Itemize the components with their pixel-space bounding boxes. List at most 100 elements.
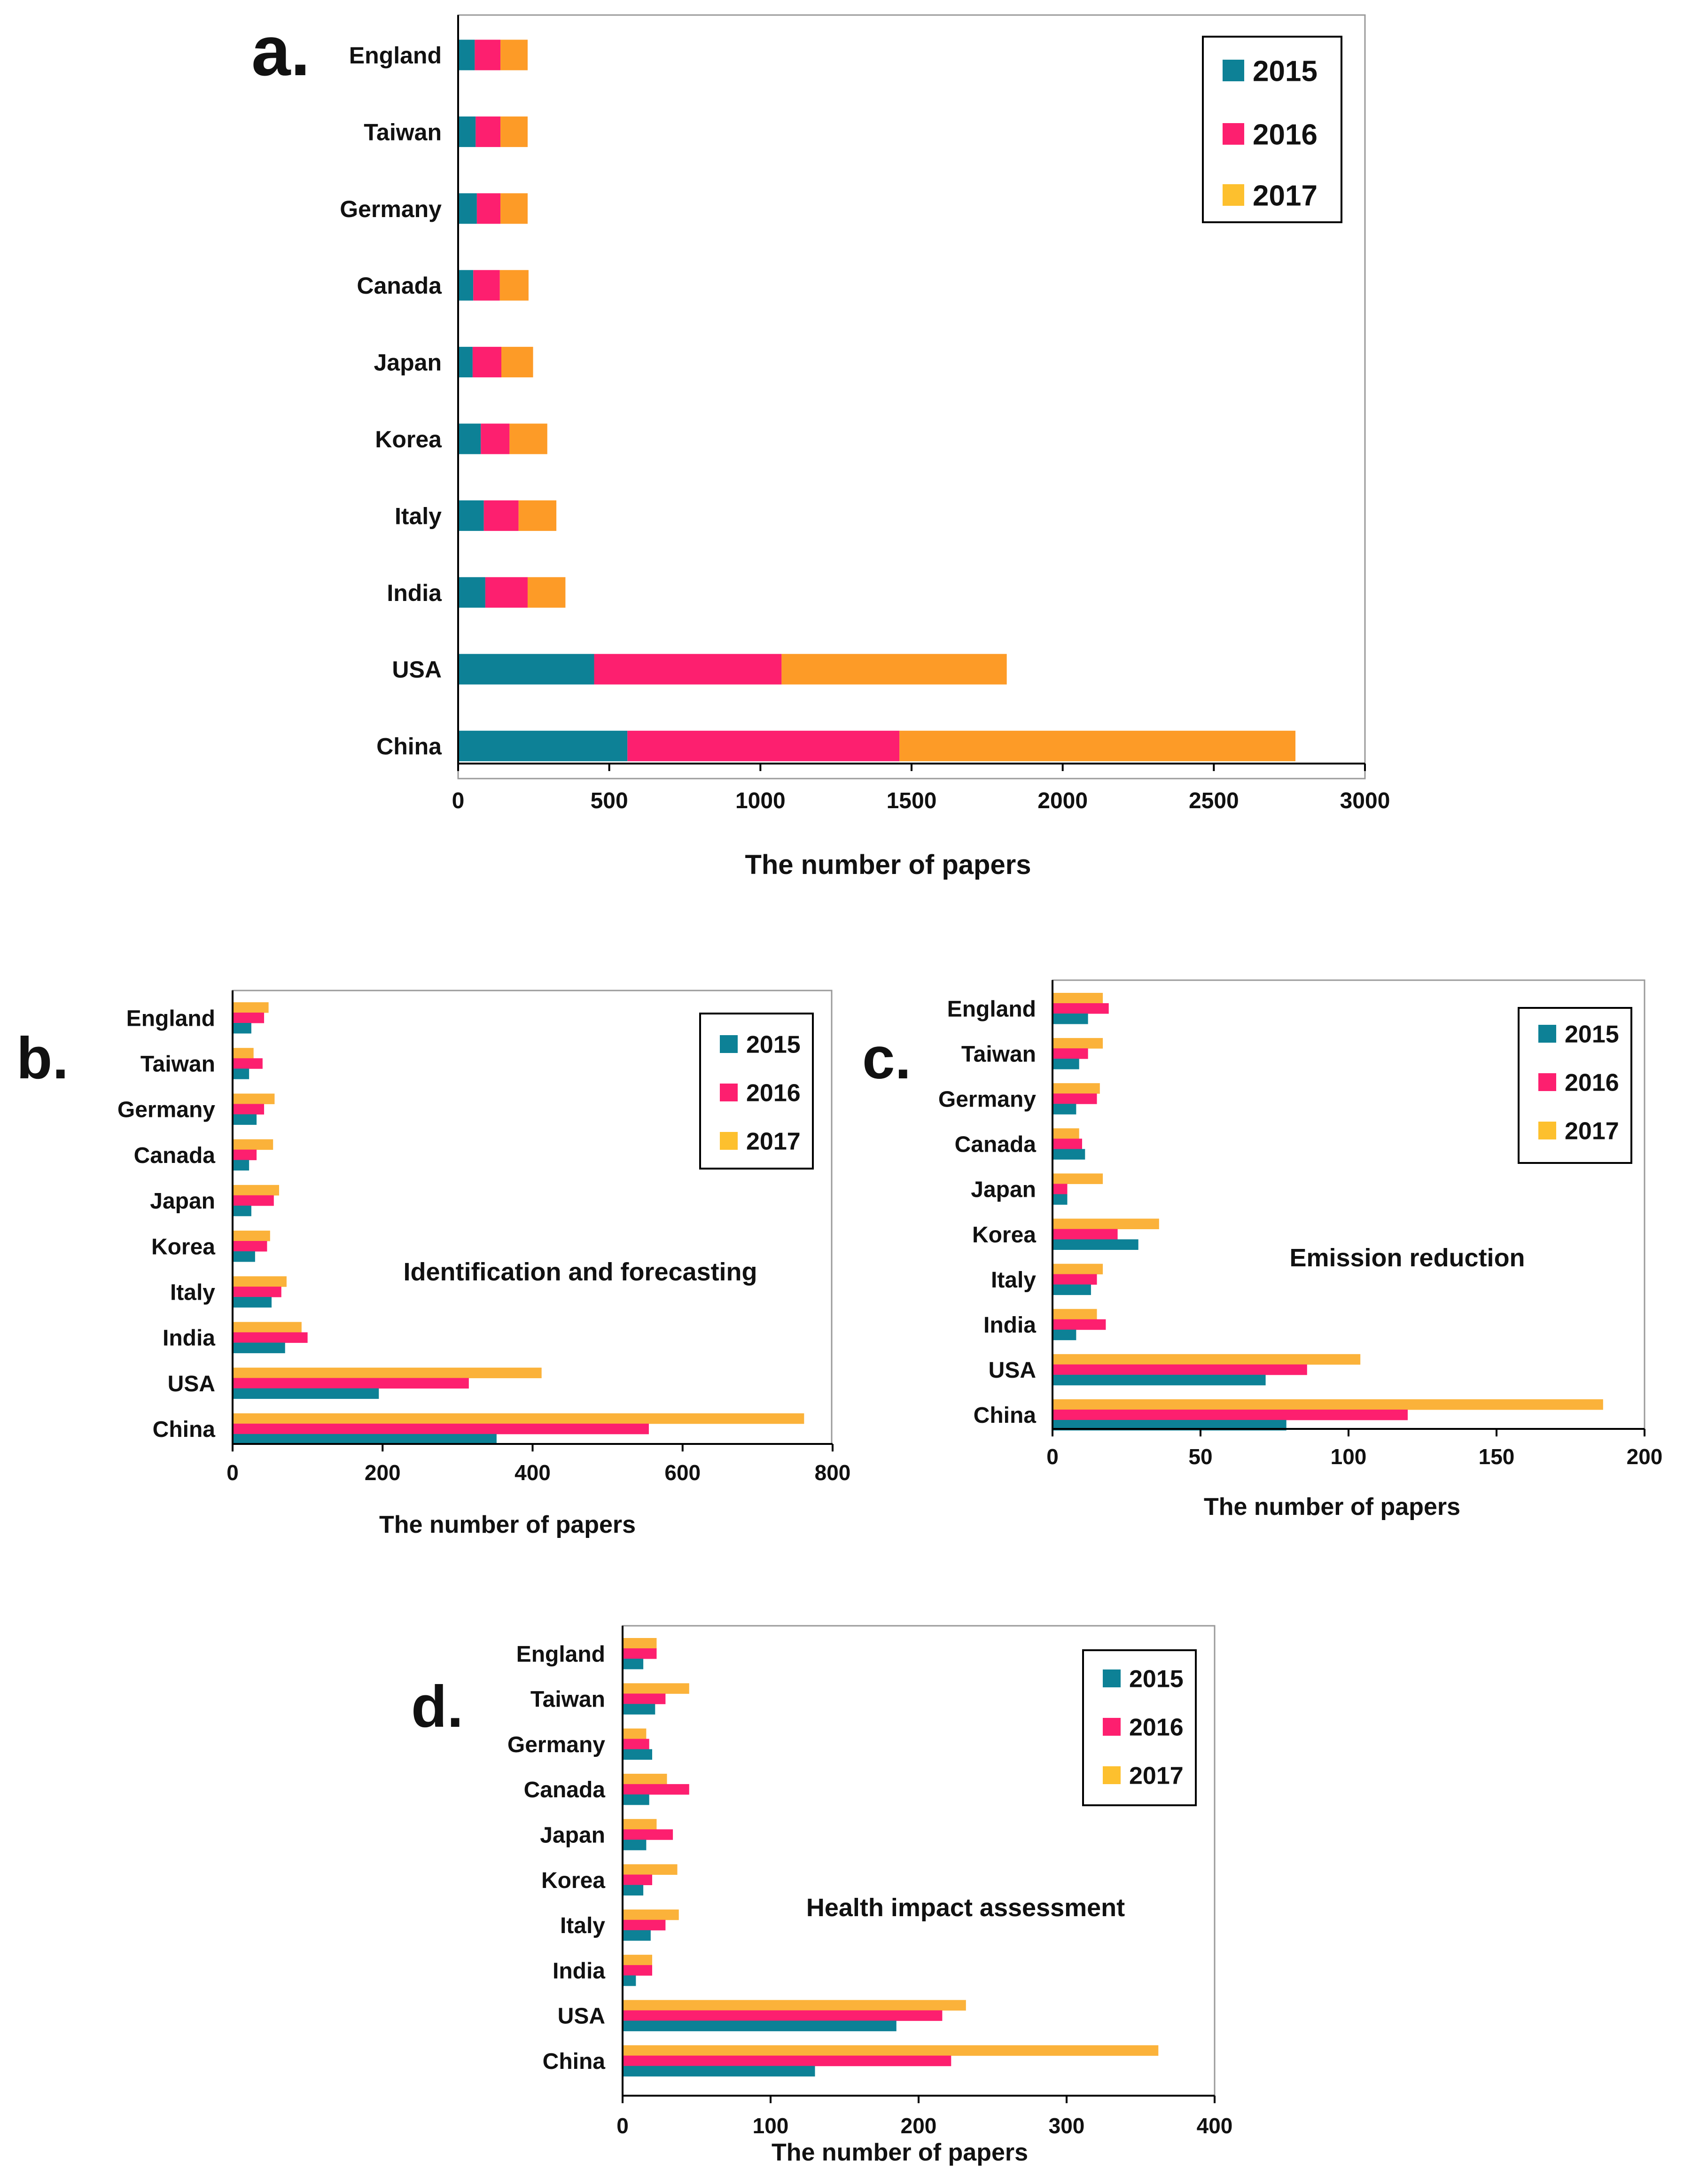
bar-india-2017 [623,1955,652,1966]
category-label: Canada [524,1778,606,1802]
bar-korea-2017 [1052,1218,1159,1229]
bar-korea-2015 [623,1885,644,1895]
category-label: USA [392,656,442,683]
x-tick-label: 2500 [1189,788,1239,813]
bar-england-2015 [233,1023,251,1034]
bar-japan-2017 [233,1185,279,1196]
bar-england-2015 [623,1659,644,1669]
bar-canada-2015 [458,270,474,301]
bar-usa-2017 [233,1367,542,1379]
bar-taiwan-2017 [623,1683,689,1694]
bar-italy-2017 [518,500,557,531]
legend-label: 2016 [746,1080,801,1107]
bar-india-2015 [458,577,485,608]
x-tick-label: 0 [616,2114,629,2138]
bar-germany-2016 [233,1104,265,1115]
bar-england-2016 [623,1648,657,1659]
bar-china-2017 [899,731,1296,762]
bar-korea-2017 [623,1864,678,1875]
legend-label: 2017 [1565,1118,1619,1145]
bar-italy-2017 [1052,1264,1103,1275]
category-label: Japan [374,350,442,376]
x-tick-label: 3000 [1340,788,1390,813]
bar-korea-2016 [233,1241,267,1252]
bar-india-2017 [233,1322,302,1333]
legend-label: 2016 [1565,1069,1619,1097]
bar-taiwan-2016 [1052,1048,1088,1059]
chart-panel-a: England Taiwan Germany Canada Japan Korea Ital… [251,11,1390,880]
category-label: India [163,1326,215,1351]
bar-germany-2016 [623,1739,649,1750]
legend-label: 2015 [746,1031,801,1059]
category-label: China [543,2049,606,2074]
legend: 2015 2016 2017 [1082,1649,1197,1806]
bar-usa-2017 [781,654,1007,685]
bar-england-2017 [500,39,528,70]
bar-canada-2017 [623,1773,667,1785]
bar-china-2016 [233,1423,649,1435]
category-label: England [947,997,1036,1022]
category-label: Canada [357,273,442,299]
bar-italy-2016 [1052,1274,1097,1285]
panel-label: d. [411,1674,463,1739]
bar-korea-2016 [481,423,510,454]
bar-canada-2017 [1052,1128,1079,1139]
bar-germany-2017 [1052,1083,1100,1094]
bar-japan-2015 [623,1840,647,1850]
category-label: USA [989,1358,1036,1383]
bar-india-2015 [623,1975,636,1986]
x-tick-label: 150 [1479,1444,1515,1469]
legend: 2015 2016 2017 [1518,1007,1632,1164]
bar-england-2017 [623,1638,657,1649]
x-tick-label: 500 [591,788,628,813]
category-label: Taiwan [140,1052,215,1076]
x-tick-label: 200 [901,2114,937,2138]
bar-korea-2016 [623,1874,652,1885]
chart-panel-d: England Taiwan Germany Canada Japan Korea Ital… [411,1625,1232,2166]
category-label: India [553,1958,605,1983]
bar-japan-2017 [1052,1173,1103,1184]
category-label: Taiwan [961,1042,1036,1067]
bar-italy-2016 [483,500,519,531]
x-tick-label: 1500 [887,788,937,813]
bar-usa-2015 [233,1388,379,1399]
bar-canada-2016 [1052,1139,1082,1149]
category-label: England [126,1006,215,1031]
legend-swatch-2015 [1103,1669,1121,1687]
legend-box [1518,1007,1632,1164]
bar-germany-2016 [1052,1093,1097,1104]
bar-japan-2017 [623,1819,657,1830]
panel-label: c. [862,1026,911,1091]
bar-germany-2015 [233,1114,257,1125]
bar-canada-2015 [623,1794,649,1805]
bar-italy-2015 [623,1930,651,1941]
bar-usa-2017 [623,2000,966,2011]
bar-korea-2015 [233,1251,255,1262]
bar-india-2016 [623,1965,652,1976]
category-label: Italy [560,1913,605,1938]
bar-england-2016 [1052,1003,1109,1014]
bar-japan-2015 [1052,1194,1068,1205]
bar-usa-2016 [623,2010,943,2021]
bar-germany-2017 [233,1093,275,1104]
bar-england-2015 [1052,1014,1088,1024]
legend-label: 2015 [1253,55,1318,87]
category-label: Italy [395,503,442,529]
panel-label: b. [16,1026,69,1091]
legend-swatch-2016 [720,1084,738,1101]
category-label: England [516,1642,605,1667]
bar-japan-2016 [623,1829,673,1840]
x-tick-label: 600 [664,1460,701,1485]
bar-canada-2016 [623,1784,689,1795]
category-label: Japan [540,1823,605,1848]
category-label: Italy [170,1280,215,1305]
category-label: Korea [151,1234,215,1259]
bar-england-2016 [475,39,501,70]
chart-panel-b: England Taiwan Germany Canada Japan Korea Ital… [16,990,850,1538]
category-label: USA [168,1372,215,1396]
category-label: India [387,580,442,606]
bar-taiwan-2017 [500,116,528,147]
x-tick-label: 300 [1049,2114,1085,2138]
x-tick-label: 100 [1331,1444,1367,1469]
